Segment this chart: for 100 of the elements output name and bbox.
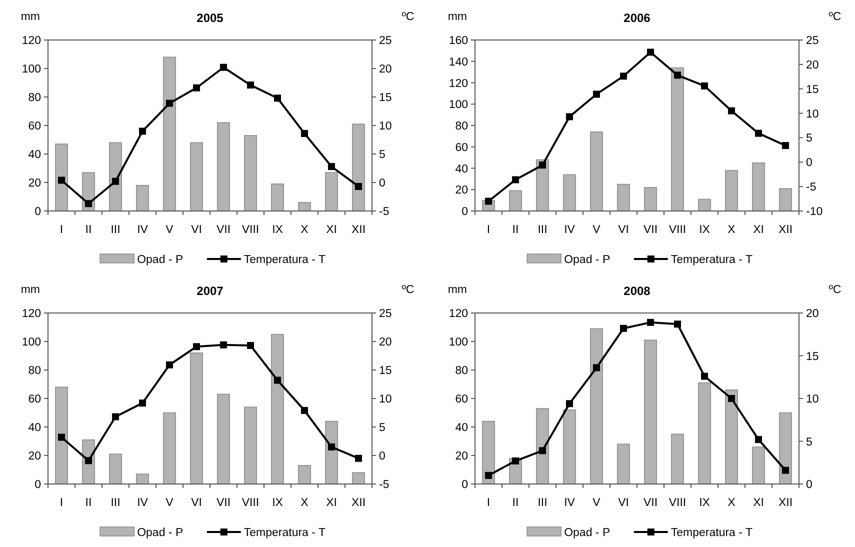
point: [539, 162, 546, 169]
y2-axis-title: ºC: [402, 11, 414, 23]
y-tick-label: 40: [28, 149, 41, 162]
point: [728, 107, 735, 114]
x-tick-label: V: [592, 497, 601, 509]
x-tick-label: XI: [753, 497, 764, 509]
bar: [590, 328, 603, 484]
point: [566, 400, 573, 408]
x-tick-label: VIII: [668, 497, 686, 509]
y-tick-label: 120: [22, 308, 41, 320]
point: [647, 318, 654, 326]
bar: [671, 67, 684, 212]
point: [58, 434, 65, 441]
y-axis-title: mm: [20, 11, 40, 23]
y-tick-label: 20: [455, 450, 468, 463]
x-tick-label: IV: [137, 497, 148, 509]
x-tick-label: X: [728, 497, 736, 509]
x-tick-label: III: [110, 497, 120, 509]
y2-tick-label: 25: [379, 308, 392, 320]
point: [647, 48, 654, 56]
point: [301, 406, 308, 414]
x-tick-label: VII: [643, 497, 658, 509]
x-tick-label: VIII: [242, 497, 260, 509]
point: [355, 182, 362, 190]
point: [782, 466, 789, 474]
y2-tick-label: -5: [379, 206, 390, 218]
x-tick-label: II: [512, 224, 519, 236]
x-tick-label: VII: [643, 224, 658, 236]
bar: [55, 144, 68, 212]
y-axis-title: mm: [20, 284, 40, 296]
bar: [136, 184, 149, 212]
y-tick-label: 100: [22, 64, 41, 76]
x-tick-label: III: [538, 497, 548, 509]
y-tick-label: 120: [22, 35, 41, 48]
y2-axis-title: ºC: [828, 11, 842, 23]
bar: [271, 184, 284, 212]
point: [701, 82, 708, 90]
point: [112, 413, 119, 420]
bar: [271, 334, 284, 484]
bar: [752, 162, 765, 212]
x-tick-label: V: [166, 224, 174, 236]
y-tick-label: 80: [455, 120, 468, 133]
point: [301, 130, 308, 137]
bar: [190, 142, 203, 212]
y2-tick-label: 5: [806, 132, 812, 145]
y-tick-label: 0: [462, 479, 468, 492]
y2-tick-label: 5: [379, 422, 386, 434]
bar: [779, 412, 792, 484]
point: [512, 176, 519, 184]
y-tick-label: 60: [28, 120, 41, 133]
y-axis-title: mm: [448, 284, 467, 296]
bar: [752, 446, 765, 484]
point: [512, 457, 519, 464]
y2-tick-label: 15: [379, 92, 392, 104]
x-tick-label: II: [512, 497, 519, 509]
bar: [617, 184, 630, 212]
point: [539, 447, 546, 454]
bar: [779, 188, 792, 212]
point: [328, 443, 335, 450]
y-tick-label: 60: [455, 394, 468, 406]
y2-tick-label: 0: [806, 479, 812, 492]
y-tick-label: 0: [34, 479, 41, 492]
y2-tick-label: 20: [806, 308, 819, 320]
y2-tick-label: 15: [806, 350, 819, 363]
x-tick-label: VI: [618, 224, 629, 236]
x-tick-label: V: [166, 497, 174, 509]
y-tick-label: 20: [28, 450, 41, 463]
y-axis-title: mm: [448, 11, 467, 23]
bar: [244, 406, 257, 484]
y2-tick-label: 5: [379, 149, 386, 162]
x-tick-label: I: [60, 224, 64, 236]
x-tick-label: IX: [272, 224, 284, 236]
x-tick-label: XI: [326, 497, 337, 509]
x-tick-label: II: [85, 497, 92, 509]
bar: [136, 474, 149, 484]
x-tick-label: X: [300, 224, 309, 236]
y2-tick-label: 15: [379, 365, 392, 378]
point: [274, 94, 281, 102]
legend-label: Temperatura - T: [670, 254, 753, 266]
bar: [352, 472, 365, 484]
x-tick-label: XII: [778, 497, 793, 509]
x-tick-label: VII: [216, 497, 231, 509]
bar: [163, 412, 176, 484]
x-tick-label: VI: [191, 497, 202, 509]
legend-label: Temperatura - T: [670, 527, 753, 540]
point: [139, 400, 146, 407]
x-tick-label: I: [60, 497, 64, 509]
legend-label: Opad - P: [137, 527, 184, 540]
point: [701, 372, 708, 380]
bar: [325, 172, 338, 212]
y-tick-label: 80: [28, 92, 41, 104]
bar: [644, 187, 657, 212]
bar: [109, 142, 122, 212]
y2-tick-label: 0: [379, 178, 386, 190]
point: [166, 361, 173, 368]
point: [755, 130, 762, 137]
bar: [55, 386, 68, 484]
y2-axis-title: ºC: [828, 284, 842, 296]
x-tick-label: VII: [216, 224, 231, 236]
point: [220, 64, 227, 71]
